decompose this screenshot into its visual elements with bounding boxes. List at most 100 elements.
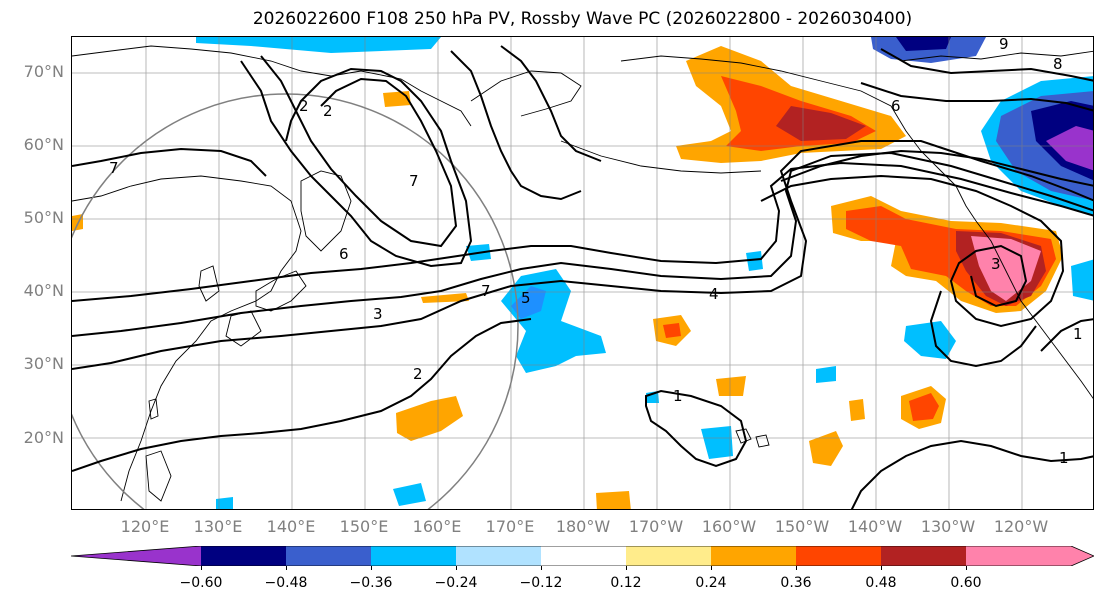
lon-label-150e: 150°E (339, 517, 389, 536)
contour-3 (72, 161, 1093, 302)
neg-anomaly-small6 (216, 497, 233, 509)
contour-label: 1 (1059, 449, 1069, 467)
hawaii2 (755, 434, 770, 448)
colorbar-tick-mark (541, 566, 542, 570)
colorbar-tick-label: −0.24 (434, 575, 478, 591)
colorbar-segment (371, 546, 456, 566)
contour-12 (850, 439, 1093, 509)
pos-anomaly-small9 (596, 491, 631, 509)
colorbar-tick-mark (711, 566, 712, 570)
colorbar-segment (796, 546, 881, 566)
neg-anomaly-ne (871, 37, 986, 63)
lon-label-120w: 120°W (993, 517, 1049, 536)
colorbar-tick-mark (456, 566, 457, 570)
lon-label-140w: 140°W (847, 517, 903, 536)
colorbar-tick-mark (201, 566, 202, 570)
colorbar-tick-mark (286, 566, 287, 570)
colorbar-tick-label: −0.36 (349, 575, 393, 591)
colorbar-tick-label: 0.24 (695, 575, 727, 591)
neg-anomaly-small3 (816, 366, 836, 383)
pos-anomaly-small4 (716, 376, 746, 396)
colorbar-tick-mark (626, 566, 627, 570)
lon-label-160w: 160°W (701, 517, 757, 536)
contour-9 (760, 174, 1065, 328)
contour-label: 2 (413, 365, 423, 383)
contour-11 (645, 389, 748, 468)
contour-label: 5 (521, 289, 531, 307)
lon-label-170e: 170°E (485, 517, 535, 536)
asia-coast (72, 175, 302, 502)
colorbar-segment (286, 546, 371, 566)
contour-label: 4 (709, 285, 719, 303)
philippines (145, 450, 172, 502)
contour-5 (260, 55, 458, 248)
lon-label-170w: 170°W (628, 517, 684, 536)
colorbar-segment (711, 546, 796, 566)
colorbar-tick-label: 0.48 (865, 575, 897, 591)
contour-10 (929, 290, 1037, 368)
alaska (620, 55, 957, 187)
pos-anomaly-small2 (421, 293, 469, 303)
contour-label: 7 (481, 282, 491, 300)
contour-16 (860, 82, 1093, 112)
neg-anomaly-ne-core (896, 37, 951, 51)
colorbar (71, 546, 1094, 566)
contour-label: 3 (373, 305, 383, 323)
neg-anomaly-se2 (1071, 259, 1093, 301)
pos-anomaly-small7 (849, 399, 865, 421)
lon-label-130w: 130°W (920, 517, 976, 536)
lon-label-130e: 130°E (193, 517, 243, 536)
positive-pv-anomalies (72, 46, 1063, 509)
highlight-circle (72, 93, 519, 509)
colorbar-tick-mark (881, 566, 882, 570)
lat-label-50n: 50°N (23, 208, 64, 227)
neg-anomaly-east-purple (1046, 126, 1093, 171)
contour-15 (880, 48, 1093, 82)
colorbar-tick-mark (966, 566, 967, 570)
contour-labels: 2 2 3 3 4 5 6 7 7 7 1 1 1 8 9 2 6 (109, 37, 1083, 467)
colorbar-tick-mark (796, 566, 797, 570)
neg-anomaly-central-core (511, 286, 546, 319)
colorbar-segment (541, 546, 626, 566)
contour-6 (450, 50, 582, 201)
contour-label: 7 (109, 159, 119, 177)
colorbar-segment (626, 546, 711, 566)
neg-anomaly-small2 (746, 251, 763, 271)
pos-anomaly-small3-core (663, 323, 681, 338)
contour-label: 6 (339, 245, 349, 263)
colorbar-segment (881, 546, 966, 566)
neg-anomaly-small5 (393, 483, 426, 506)
contour-17 (72, 318, 532, 472)
neg-anomaly-small4 (701, 426, 733, 459)
lon-label-160e: 160°E (412, 517, 462, 536)
contour-1 (72, 140, 1093, 370)
colorbar-segment (71, 546, 201, 566)
colorbar-tick-label: −0.48 (264, 575, 308, 591)
contour-label: 2 (323, 102, 333, 120)
neg-anomaly-se1 (904, 321, 956, 359)
lat-label-70n: 70°N (23, 62, 64, 81)
colorbar-segment (201, 546, 286, 566)
lon-label-120e: 120°E (120, 517, 170, 536)
colorbar-tick-label: 0.36 (780, 575, 812, 591)
lon-label-150w: 150°W (774, 517, 830, 536)
map-panel: 2 2 3 3 4 5 6 7 7 7 1 1 1 8 9 2 6 (71, 36, 1094, 510)
korea (198, 265, 220, 302)
lon-label-180w: 180°W (555, 517, 611, 536)
kamchatka (300, 170, 352, 252)
siberia-north (72, 45, 472, 127)
colorbar-tick-mark (371, 566, 372, 570)
lat-label-60n: 60°N (23, 135, 64, 154)
lat-label-30n: 30°N (23, 354, 64, 373)
pos-anomaly-alaska-core (776, 106, 866, 141)
contour-label: 2 (299, 97, 309, 115)
north-america-coast (955, 185, 1093, 399)
lon-label-140e: 140°E (266, 517, 316, 536)
contour-label: 3 (991, 255, 1001, 273)
contour-14 (72, 147, 267, 177)
contour-label: 1 (1073, 325, 1083, 343)
taiwan (148, 398, 159, 420)
chukotka (470, 70, 582, 117)
colorbar-tick-label: −0.12 (519, 575, 563, 591)
canada-north (900, 50, 1093, 62)
